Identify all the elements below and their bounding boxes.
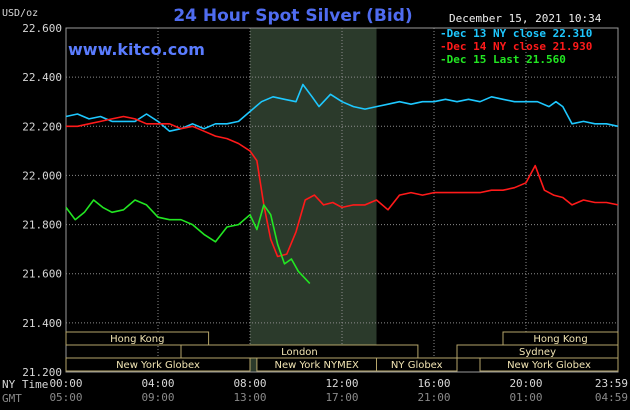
x-tick-label-ny: 12:00 — [325, 377, 358, 390]
session-label: New York Globex — [507, 360, 591, 371]
session-label: New York NYMEX — [275, 360, 360, 371]
unit-label: USD/oz — [2, 8, 38, 19]
x-tick-label-ny: 00:00 — [49, 377, 82, 390]
gmt-label: GMT — [2, 392, 22, 405]
x-tick-label-gmt: 05:00 — [49, 391, 82, 404]
ny-time-label: NY Time — [2, 378, 48, 391]
y-tick-label: 21.400 — [22, 317, 62, 330]
y-tick-label: 22.000 — [22, 169, 62, 182]
y-tick-label: 22.200 — [22, 120, 62, 133]
session-label: Hong Kong — [110, 334, 164, 345]
y-tick-label: 22.400 — [22, 71, 62, 84]
x-tick-label-ny: 16:00 — [417, 377, 450, 390]
session-label: New York Globex — [116, 360, 200, 371]
x-tick-label-ny: 04:00 — [141, 377, 174, 390]
session-label: NY Globex — [391, 360, 443, 371]
session-bar — [479, 357, 619, 372]
legend-entry: -Dec 13 NY close 22.310 — [440, 27, 592, 40]
plot-border — [65, 27, 619, 373]
x-tick-label-gmt: 01:00 — [509, 391, 542, 404]
series-line-1 — [65, 83, 619, 132]
x-tick-label-gmt: 04:59 — [595, 391, 628, 404]
series-line-2 — [66, 115, 619, 258]
series-line-3 — [65, 199, 311, 285]
y-tick-label: 21.800 — [22, 219, 62, 232]
x-tick-label-ny: 23:59 — [595, 377, 628, 390]
x-tick-label-gmt: 09:00 — [141, 391, 174, 404]
x-tick-label-gmt: 17:00 — [325, 391, 358, 404]
session-label: Hong Kong — [533, 334, 587, 345]
grid — [66, 28, 618, 372]
datestamp: December 15, 2021 10:34 — [449, 12, 602, 25]
x-tick-label-ny: 08:00 — [233, 377, 266, 390]
highlight-band — [250, 28, 377, 372]
session-bar — [65, 357, 251, 372]
x-tick-label-ny: 20:00 — [509, 377, 542, 390]
legend-entry: -Dec 14 NY close 21.930 — [440, 40, 592, 53]
chart-title: 24 Hour Spot Silver (Bid) — [173, 6, 412, 26]
brand-link[interactable]: www.kitco.com — [68, 40, 205, 59]
session-label: Sydney — [519, 347, 556, 358]
series-lines — [65, 83, 619, 285]
x-tick-labels: 00:00 04:00 08:00 12:00 16:00 20:00 23:59 05:00… — [49, 377, 628, 404]
y-tick-label: 21.200 — [22, 366, 62, 379]
legend-entry: -Dec 15 Last 21.560 — [440, 53, 566, 66]
session-bar — [65, 331, 210, 346]
x-tick-label-gmt: 21:00 — [417, 391, 450, 404]
legend: -Dec 13 NY close 22.310-Dec 14 NY close … — [440, 27, 592, 66]
session-label: London — [281, 347, 318, 358]
y-tick-labels: 22.600 22.400 22.200 22.000 21.800 21.600 21.4… — [22, 22, 62, 379]
y-tick-label: 21.600 — [22, 268, 62, 281]
session-bars: Hong Kong London New York Globex New York N… — [65, 331, 619, 372]
y-tick-label: 22.600 — [22, 22, 62, 35]
x-tick-label-gmt: 13:00 — [233, 391, 266, 404]
session-bar — [376, 357, 458, 372]
